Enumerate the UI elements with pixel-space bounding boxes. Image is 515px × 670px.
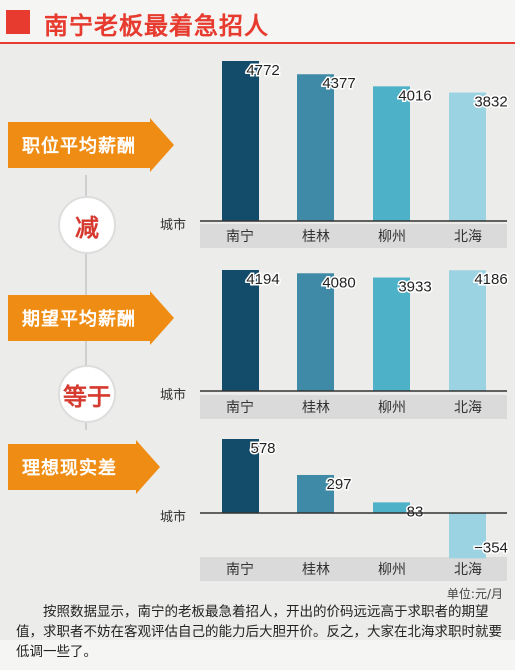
tick-label: 南宁 xyxy=(226,399,254,416)
axis-label: 城市 xyxy=(160,217,186,233)
operator-minus: 减 xyxy=(58,196,116,254)
bar xyxy=(373,277,410,391)
operator-equals: 等于 xyxy=(58,365,116,423)
bar xyxy=(373,502,410,513)
data-label: 4186 xyxy=(474,271,507,288)
bar xyxy=(297,474,334,513)
data-label: −354 xyxy=(474,539,508,556)
category-band xyxy=(200,224,507,248)
tick-label: 桂林 xyxy=(302,229,330,245)
axis-label: 城市 xyxy=(160,387,186,403)
category-band xyxy=(200,395,507,419)
data-label: 4016 xyxy=(398,87,431,104)
bar xyxy=(373,86,410,221)
data-label: 4194 xyxy=(246,271,279,288)
title-marker xyxy=(6,10,30,34)
bar xyxy=(222,61,259,221)
section-label-expected: 期望平均薪酬 xyxy=(8,291,174,345)
tick-label: 桂林 xyxy=(302,400,330,416)
tick-label: 柳州 xyxy=(378,561,406,578)
tick-label: 北海 xyxy=(454,400,482,416)
tick-label: 柳州 xyxy=(378,399,406,416)
tick-label: 南宁 xyxy=(226,228,254,245)
data-label: 83 xyxy=(407,503,424,520)
unit-label: 单位:元/月 xyxy=(446,587,503,601)
data-label: 4080 xyxy=(322,274,355,291)
bar xyxy=(449,92,486,221)
page-title: 南宁老板最着急招人 xyxy=(44,12,269,40)
category-band xyxy=(200,557,507,581)
tick-label: 北海 xyxy=(454,229,482,245)
data-label: 4772 xyxy=(246,62,279,79)
bar xyxy=(222,270,259,391)
header: 南宁老板最着急招人 xyxy=(0,0,515,44)
section-label-salary: 职位平均薪酬 xyxy=(8,118,174,172)
bar xyxy=(449,270,486,391)
data-label: 3832 xyxy=(474,94,507,111)
footer-text: 按照数据显示，南宁的老板最急着招人，开出的价码远远高于求职者的期望值，求职者不妨… xyxy=(16,604,502,660)
bar xyxy=(449,513,486,559)
section-label-gap: 理想现实差 xyxy=(8,440,160,494)
bar xyxy=(222,439,259,513)
bar xyxy=(297,273,334,391)
tick-label: 南宁 xyxy=(226,561,254,578)
tick-label: 北海 xyxy=(454,562,482,578)
data-label: 297 xyxy=(326,476,351,493)
header-rule xyxy=(0,42,515,44)
data-label: 578 xyxy=(250,440,275,457)
data-label: 4377 xyxy=(322,75,355,92)
tick-label: 桂林 xyxy=(302,562,330,578)
data-label: 3933 xyxy=(398,279,431,296)
tick-label: 柳州 xyxy=(378,228,406,245)
axis-label: 城市 xyxy=(160,509,186,525)
bar xyxy=(297,74,334,221)
